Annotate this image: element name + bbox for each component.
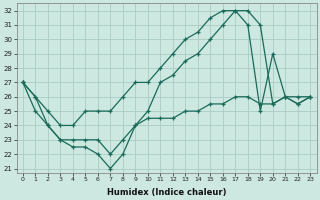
X-axis label: Humidex (Indice chaleur): Humidex (Indice chaleur) <box>107 188 226 197</box>
